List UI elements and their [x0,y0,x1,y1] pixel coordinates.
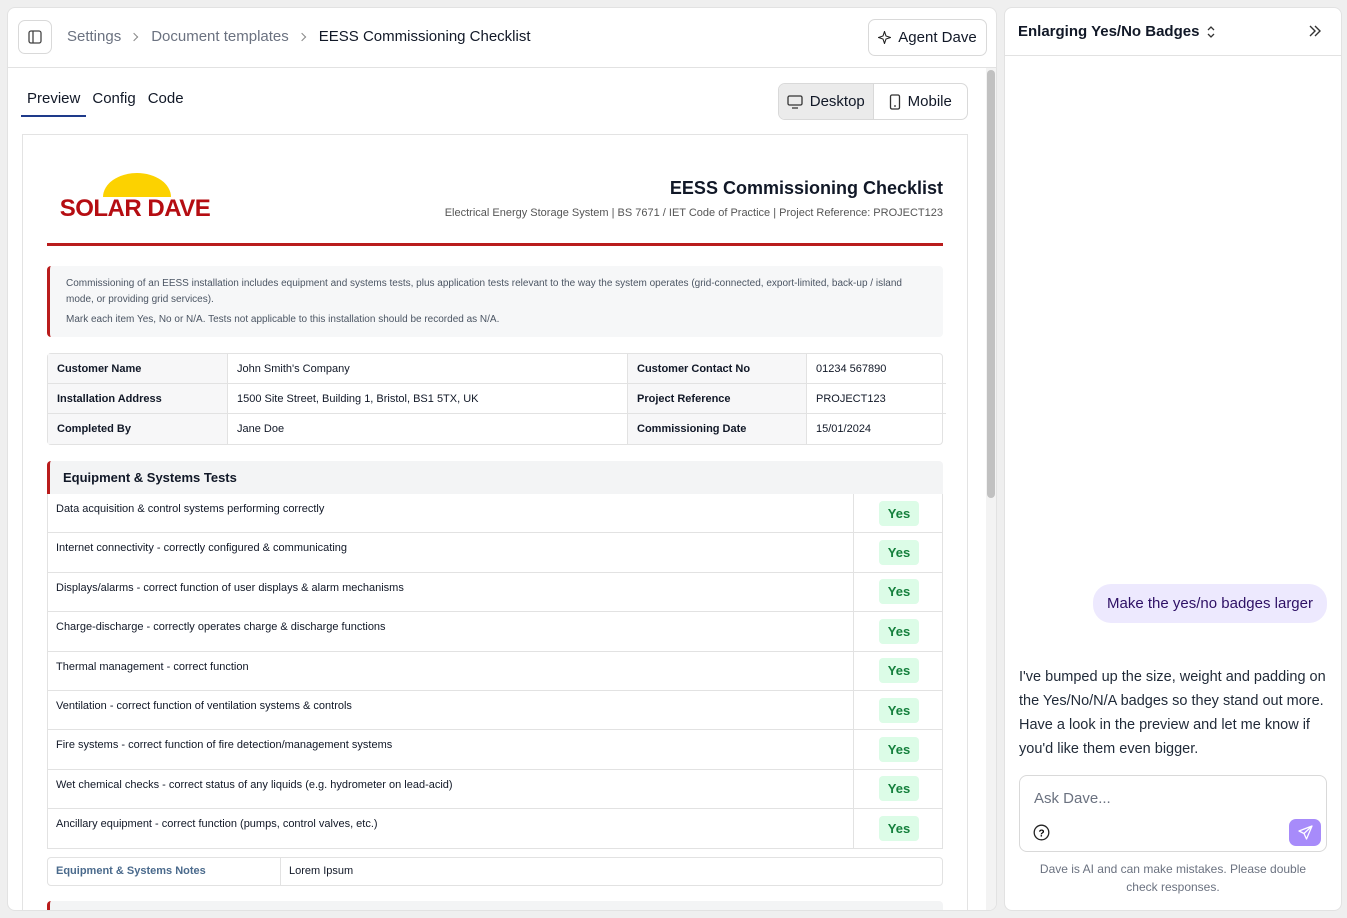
chat-panel: Enlarging Yes/No Badges Make the yes/no … [1004,7,1342,911]
disclaimer: Dave is AI and can make mistakes. Please… [1039,862,1307,894]
item-text: Fire systems - correct function of fire … [48,730,854,769]
tabs: Preview Config Code [21,90,190,117]
sidebar-icon [28,30,42,44]
notice-text: Commissioning of an EESS installation in… [66,278,902,305]
checklist-row: Ancillary equipment - correct function (… [47,809,943,849]
notice-text: Mark each item Yes, No or N/A. Tests not… [66,314,500,325]
editor-panel: Settings Document templates EESS Commissio… [7,7,997,911]
status-badge: Yes [878,697,920,723]
header [8,8,996,68]
view-label: Mobile [907,93,952,110]
svg-text:?: ? [1038,829,1044,840]
scrollbar-thumb [987,70,995,498]
breadcrumb-item[interactable]: Document templates [151,28,289,45]
breadcrumb-separator [129,32,139,41]
section-header: Equipment & Systems Tests [47,461,943,494]
document: SOLAR DAVE EESS Commissioning Checklist … [22,134,968,910]
info-value: PROJECT123 [807,384,946,414]
view-icon [889,93,901,110]
agent-label: Agent Dave [898,29,977,46]
item-text: Ventilation - correct function of ventil… [48,690,854,730]
logo-text: SOLAR DAVE [60,195,211,222]
info-value: John Smith's Company [228,354,628,384]
view-toggle: Desktop Mobile [778,83,968,120]
notes-label: Equipment & Systems Notes [48,857,281,885]
chevrons [1207,25,1215,38]
doc-header: SOLAR DAVE EESS Commissioning Checklist … [47,159,943,246]
notice: Commissioning of an EESS installation in… [47,266,943,337]
doc-subtitle: Electrical Energy Storage System | BS 76… [444,207,943,219]
info-table: Customer Name John Smith's Company Custome… [47,353,946,445]
info-label: Installation Address [48,384,228,414]
tab[interactable]: Preview [21,90,87,117]
status-badge: Yes [878,776,920,802]
info-value: Jane Doe [228,414,628,444]
item-text: Charge-discharge - correctly operates ch… [48,612,854,651]
view-option[interactable]: Mobile [874,84,968,119]
tab[interactable]: Config [92,90,136,107]
checklist-row: Wet chemical checks - correct status of … [47,769,943,810]
status-badge: Yes [878,737,920,763]
user-message: Make the yes/no badges larger [1093,584,1327,623]
status-badge: Yes [878,540,920,566]
view-icon [787,94,803,109]
info-label: Project Reference [628,384,807,414]
view-label: Desktop [809,93,865,110]
breadcrumb: Settings Document templates EESS Commissio… [67,28,531,45]
info-label: Customer Name [48,354,228,384]
notes-row: Equipment & Systems Notes Lorem Ipsum [47,856,943,886]
checklist-row: Charge-discharge - correctly operates ch… [47,612,943,652]
info-label: Customer Contact No [628,354,807,384]
doc-title: EESS Commissioning Checklist [669,178,943,198]
chat-title-text: Enlarging Yes/No Badges [1018,23,1200,40]
checklist-row: Internet connectivity - correctly config… [47,533,943,573]
info-label: Completed By [48,414,228,444]
item-text: Internet connectivity - correctly config… [48,533,854,572]
item-text: Thermal management - correct function [48,651,854,690]
send-button[interactable] [1289,819,1321,846]
checklist-row: Thermal management - correct function Yes [47,651,943,691]
info-value: 01234 567890 [807,354,946,384]
status-badge: Yes [878,618,920,644]
breadcrumb-item[interactable]: Settings [67,28,122,45]
checklist-row: Ventilation - correct function of ventil… [47,690,943,731]
checklist-row: Fire systems - correct function of fire … [47,730,943,770]
info-label: Commissioning Date [628,414,807,444]
chat-title[interactable]: Enlarging Yes/No Badges [1018,23,1215,40]
help-icon[interactable]: ? [1033,824,1050,841]
next-section-header: Application Tests [47,900,943,910]
sparkle-icon [878,31,892,44]
item-text: Wet chemical checks - correct status of … [48,769,854,809]
status-badge: Yes [878,658,920,684]
agent-button[interactable]: Agent Dave [868,19,987,56]
item-text: Data acquisition & control systems perfo… [48,494,854,533]
info-value: 15/01/2024 [816,423,872,435]
status-badge: Yes [878,815,920,841]
item-text: Ancillary equipment - correct function (… [48,809,854,848]
scrollbar-track [986,68,996,910]
assistant-message: I've bumped up the size, weight and padd… [1019,669,1326,757]
breadcrumb-separator [297,32,307,41]
notes-value: Lorem Ipsum [289,865,354,878]
breadcrumb-item[interactable]: EESS Commissioning Checklist [318,28,531,45]
checklist-row: Data acquisition & control systems perfo… [47,494,943,534]
chat-header [1005,8,1341,56]
tab[interactable]: Code [147,90,184,107]
sidebar-toggle[interactable] [18,20,52,54]
info-value: 1500 Site Street, Building 1, Bristol, B… [228,384,628,414]
checklist: Data acquisition & control systems perfo… [47,494,943,849]
send-icon [1297,825,1313,840]
input-placeholder: Ask Dave... [1034,790,1111,807]
status-badge: Yes [878,500,920,526]
logo: SOLAR DAVE [60,173,211,222]
collapse-button[interactable] [1309,25,1321,37]
item-text: Displays/alarms - correct function of us… [48,572,854,612]
status-badge: Yes [878,579,920,605]
view-option[interactable]: Desktop [779,84,874,119]
checklist-row: Displays/alarms - correct function of us… [47,572,943,613]
chat-input[interactable]: Ask Dave... ? [1019,775,1327,852]
